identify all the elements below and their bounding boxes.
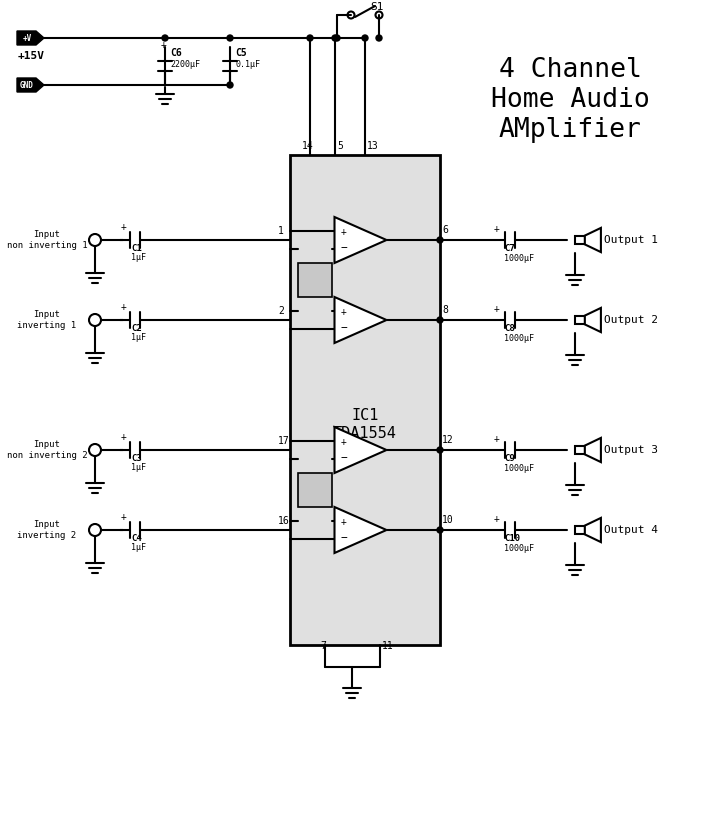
- Text: 1μF: 1μF: [131, 253, 146, 262]
- Circle shape: [227, 82, 233, 88]
- Text: 5: 5: [337, 141, 343, 151]
- Text: C10: C10: [504, 534, 520, 543]
- Text: C6: C6: [170, 48, 182, 58]
- Bar: [575, 525, 585, 534]
- Bar: [290, 155, 440, 645]
- Text: C9: C9: [504, 454, 515, 463]
- Circle shape: [437, 317, 443, 323]
- Text: 1μF: 1μF: [131, 333, 146, 342]
- Polygon shape: [585, 438, 601, 462]
- Circle shape: [376, 35, 382, 41]
- Text: Input
inverting 2: Input inverting 2: [17, 521, 77, 539]
- Polygon shape: [585, 308, 601, 333]
- Text: +: +: [161, 40, 167, 50]
- Text: −: −: [340, 243, 347, 254]
- Text: 0.1μF: 0.1μF: [235, 60, 260, 69]
- Text: +: +: [121, 432, 127, 442]
- Text: 1μF: 1μF: [131, 463, 146, 472]
- Text: −: −: [340, 453, 347, 463]
- Polygon shape: [17, 31, 44, 45]
- Text: 16: 16: [278, 516, 290, 526]
- Circle shape: [307, 35, 313, 41]
- Text: +: +: [341, 307, 347, 317]
- Text: C8: C8: [504, 324, 515, 333]
- Text: +: +: [494, 514, 500, 524]
- Circle shape: [227, 35, 233, 41]
- Text: +: +: [494, 304, 500, 314]
- Text: 1μF: 1μF: [131, 543, 146, 552]
- Text: +: +: [494, 224, 500, 234]
- Text: +: +: [341, 437, 347, 447]
- Text: C2: C2: [131, 324, 142, 333]
- Polygon shape: [335, 507, 387, 553]
- Text: 1000μF: 1000μF: [504, 464, 534, 473]
- Circle shape: [162, 35, 168, 41]
- Text: 1000μF: 1000μF: [504, 254, 534, 263]
- Text: 8: 8: [442, 305, 448, 315]
- Text: C3: C3: [131, 454, 142, 463]
- Text: Output 3: Output 3: [604, 445, 658, 455]
- Polygon shape: [335, 297, 387, 343]
- Text: +: +: [494, 434, 500, 444]
- Text: 10: 10: [442, 515, 454, 525]
- Bar: [575, 446, 585, 454]
- Text: Input
inverting 1: Input inverting 1: [17, 310, 77, 330]
- Text: 1000μF: 1000μF: [504, 544, 534, 553]
- Text: 17: 17: [278, 436, 290, 446]
- Text: C1: C1: [131, 244, 142, 253]
- Circle shape: [362, 35, 368, 41]
- Circle shape: [334, 35, 340, 41]
- Text: 2: 2: [278, 306, 284, 316]
- Text: 7: 7: [320, 641, 326, 651]
- Text: 4 Channel
Home Audio
AMplifier: 4 Channel Home Audio AMplifier: [491, 57, 649, 143]
- Text: Input
non inverting 2: Input non inverting 2: [6, 440, 88, 460]
- Text: 12: 12: [442, 435, 454, 445]
- Text: S1: S1: [370, 2, 384, 12]
- Circle shape: [437, 447, 443, 453]
- Bar: [575, 315, 585, 324]
- Polygon shape: [585, 518, 601, 542]
- Text: 2200μF: 2200μF: [170, 60, 200, 69]
- Text: +: +: [341, 516, 347, 527]
- Text: 11: 11: [382, 641, 394, 651]
- Text: −: −: [340, 323, 347, 333]
- Circle shape: [437, 527, 443, 533]
- Text: 1: 1: [278, 226, 284, 236]
- Text: +: +: [121, 222, 127, 232]
- Bar: [575, 236, 585, 245]
- Text: 6: 6: [442, 225, 448, 235]
- Polygon shape: [335, 217, 387, 263]
- Text: +V: +V: [22, 34, 31, 43]
- Text: +: +: [121, 512, 127, 522]
- Text: GND: GND: [20, 80, 34, 89]
- Bar: [298, 263, 332, 297]
- Text: +: +: [121, 302, 127, 312]
- Polygon shape: [335, 427, 387, 473]
- Circle shape: [332, 35, 338, 41]
- Polygon shape: [585, 228, 601, 252]
- Circle shape: [437, 237, 443, 243]
- Text: +: +: [341, 227, 347, 236]
- Text: −: −: [340, 534, 347, 544]
- Text: 14: 14: [302, 141, 314, 151]
- Text: C7: C7: [504, 244, 515, 253]
- Text: 1000μF: 1000μF: [504, 334, 534, 343]
- Text: Input
non inverting 1: Input non inverting 1: [6, 231, 88, 250]
- Text: 13: 13: [367, 141, 379, 151]
- Text: IC1
TDA1554: IC1 TDA1554: [333, 408, 397, 441]
- Polygon shape: [17, 78, 44, 92]
- Text: C5: C5: [235, 48, 247, 58]
- Text: +15V: +15V: [18, 51, 45, 61]
- Bar: [298, 473, 332, 507]
- Text: Output 1: Output 1: [604, 235, 658, 245]
- Text: C4: C4: [131, 534, 142, 543]
- Text: Output 2: Output 2: [604, 315, 658, 325]
- Text: Output 4: Output 4: [604, 525, 658, 535]
